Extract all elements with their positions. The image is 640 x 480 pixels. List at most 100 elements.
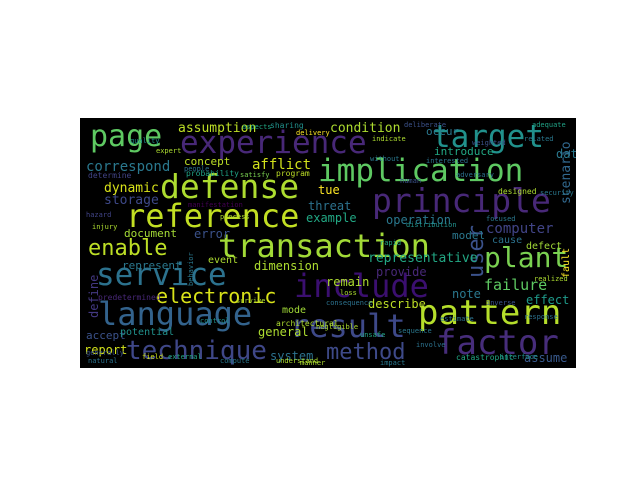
word: satisfy xyxy=(240,171,270,179)
word: without xyxy=(370,155,400,163)
word: survive xyxy=(236,297,266,305)
word: accept xyxy=(86,329,126,342)
word: example xyxy=(306,211,357,225)
word: afflict xyxy=(252,157,312,173)
word: response xyxy=(524,313,558,321)
word: related xyxy=(524,135,554,143)
word: potential xyxy=(120,327,175,338)
word: natural xyxy=(88,357,118,365)
word: event xyxy=(208,255,239,266)
word: report xyxy=(84,343,128,357)
word: experience xyxy=(180,125,367,161)
word: loss xyxy=(340,289,357,297)
word: system xyxy=(270,349,314,363)
word: probability xyxy=(186,169,239,178)
word: operation xyxy=(386,213,452,227)
word: quality xyxy=(130,137,160,145)
word: catastrophic xyxy=(456,353,514,362)
word: threat xyxy=(308,199,352,213)
word: negligible xyxy=(316,323,359,331)
word: describe xyxy=(368,297,426,311)
word: external xyxy=(168,353,202,361)
word: pattern xyxy=(418,293,562,333)
word: effect xyxy=(526,293,570,307)
word: delivery xyxy=(296,129,330,137)
word: concept xyxy=(184,155,231,168)
word: designed xyxy=(498,187,537,196)
word: mode xyxy=(282,305,307,316)
word: enable xyxy=(88,236,168,261)
word: manner xyxy=(300,359,326,367)
word: impact xyxy=(380,359,406,367)
word: people xyxy=(184,165,210,173)
word: error xyxy=(194,227,231,241)
word: adequate xyxy=(532,121,566,129)
word: represent xyxy=(122,259,182,272)
word: defense xyxy=(160,167,300,206)
word: dynamic xyxy=(104,181,159,196)
word: sharing xyxy=(270,121,304,130)
word: predetermined xyxy=(98,293,161,302)
word: interface xyxy=(500,353,538,361)
word: representative xyxy=(368,251,478,266)
word: rapid xyxy=(380,239,402,247)
word: fault xyxy=(561,247,572,278)
word: language xyxy=(98,295,253,333)
word: determine xyxy=(88,171,132,180)
word: sequence xyxy=(398,327,432,335)
word: occur xyxy=(426,125,460,138)
word: distribution xyxy=(406,221,457,229)
word: service xyxy=(96,257,227,293)
word: principle xyxy=(372,181,551,220)
word: failure xyxy=(484,276,548,294)
word: unsafe xyxy=(360,331,386,339)
word: inverse xyxy=(486,299,516,307)
word: deliberate xyxy=(404,121,447,129)
word: remain xyxy=(326,275,370,289)
word: target xyxy=(432,119,544,155)
word: compute xyxy=(220,357,250,365)
word: expert xyxy=(156,147,182,155)
word: realized xyxy=(534,275,568,283)
word: electronic xyxy=(156,284,277,308)
word: aspects xyxy=(242,123,272,131)
word: field xyxy=(142,353,164,361)
word: control xyxy=(200,317,230,325)
word: process xyxy=(220,213,250,221)
word: manifestation xyxy=(188,201,243,209)
word: involve xyxy=(416,341,446,349)
word: understand xyxy=(276,357,319,365)
word: behavior xyxy=(187,252,195,286)
word: assumption xyxy=(178,121,257,136)
word: general xyxy=(258,325,309,339)
word: factor xyxy=(436,323,559,363)
word: generally xyxy=(86,349,124,357)
word: hazard xyxy=(86,211,112,219)
word: dimension xyxy=(254,259,320,273)
word: security xyxy=(540,189,574,197)
word: implication xyxy=(318,153,524,189)
word: provide xyxy=(376,265,427,279)
word: condition xyxy=(330,121,401,136)
word: estimate xyxy=(440,315,474,323)
word: injury xyxy=(92,223,118,231)
word: defect xyxy=(526,241,563,252)
word: date xyxy=(556,147,576,161)
word: human xyxy=(400,177,422,185)
word: plant xyxy=(484,241,569,274)
word: page xyxy=(90,119,163,154)
word: technique xyxy=(126,336,267,366)
word: consequence xyxy=(326,299,373,307)
word: program xyxy=(276,169,310,178)
word: indicate xyxy=(372,135,406,143)
word-cloud: page experience target implication defen… xyxy=(80,118,576,368)
word: computer xyxy=(486,221,554,237)
word: document xyxy=(124,227,177,240)
word: adversary xyxy=(456,171,494,179)
word: focused xyxy=(486,215,516,223)
word: note xyxy=(452,287,481,301)
word: transaction xyxy=(218,227,430,265)
word: reference xyxy=(126,197,300,235)
word: weighted xyxy=(472,139,506,147)
word: result xyxy=(290,307,406,345)
